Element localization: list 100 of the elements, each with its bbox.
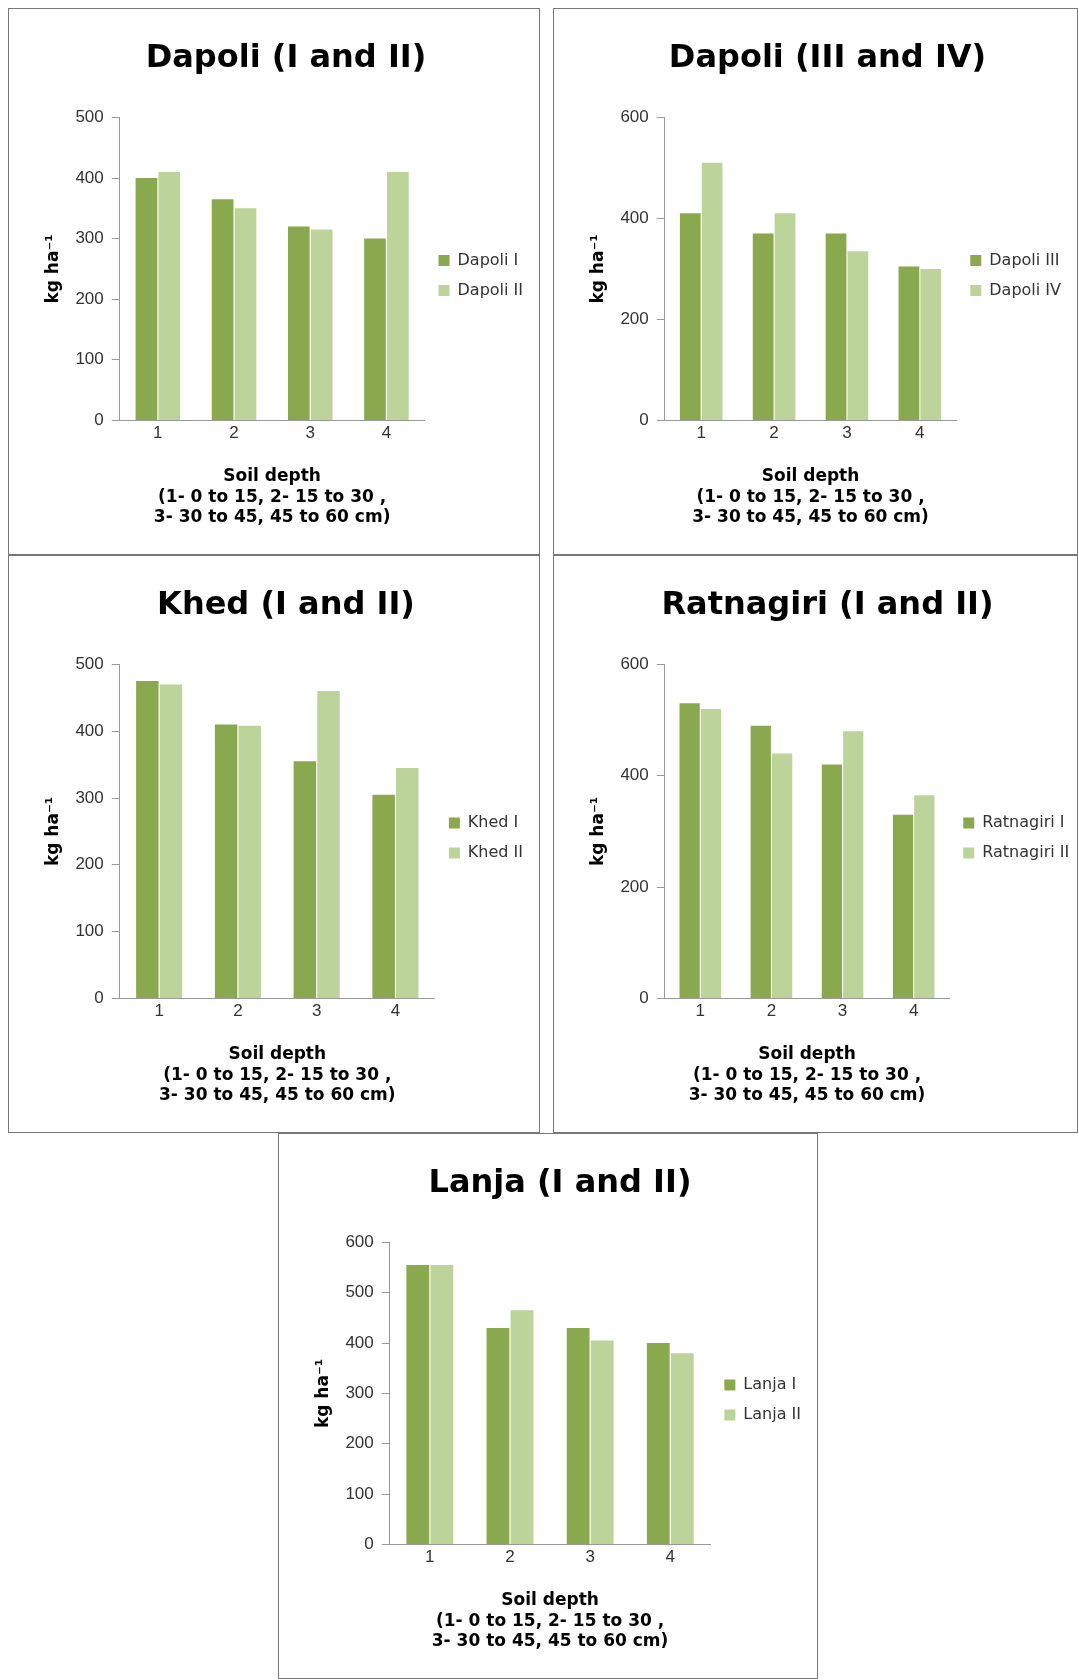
- legend-label: Ratnagiri II: [982, 842, 1070, 862]
- bar: [396, 767, 419, 998]
- bar: [486, 1327, 510, 1544]
- chart-title: Khed (I and II): [157, 583, 415, 622]
- y-tick-label: 100: [345, 1483, 374, 1503]
- x-tick-label: 3: [837, 1001, 848, 1021]
- y-tick-label: 400: [75, 167, 104, 187]
- bar: [701, 162, 723, 420]
- bar: [310, 229, 333, 420]
- bar: [135, 178, 158, 420]
- x-tick-label: 3: [585, 1547, 595, 1567]
- y-tick-label: 200: [620, 876, 649, 896]
- bar: [287, 226, 310, 420]
- bar: [590, 1340, 614, 1544]
- y-tick-label: 0: [94, 988, 104, 1008]
- legend-label: Dapoli III: [989, 249, 1060, 269]
- bar: [679, 703, 700, 998]
- bar: [892, 814, 914, 998]
- bar: [372, 794, 395, 998]
- y-axis-title: kg ha⁻¹: [41, 234, 62, 304]
- x-tick-label: 4: [665, 1547, 676, 1567]
- bar: [752, 233, 774, 420]
- x-tick-label: 4: [390, 1001, 401, 1021]
- x-tick-label: 3: [305, 423, 315, 443]
- legend-label: Khed I: [467, 812, 519, 832]
- bar: [211, 199, 234, 420]
- x-tick-label: 4: [381, 423, 392, 443]
- y-axis-title: kg ha⁻¹: [586, 796, 607, 867]
- y-tick-label: 500: [75, 107, 104, 127]
- bar: [510, 1310, 534, 1544]
- bar: [293, 761, 317, 998]
- x-tick-label: 4: [908, 1001, 919, 1021]
- bar: [750, 725, 771, 998]
- bar: [920, 268, 942, 420]
- legend-label: Dapoli I: [457, 249, 519, 269]
- bar: [234, 208, 257, 420]
- bar: [825, 233, 847, 420]
- x-axis-title: Soil depth (1- 0 to 15, 2- 15 to 30 , 3- 30 to 45, 45 to 60 cm): [688, 1043, 926, 1105]
- bar: [646, 1343, 670, 1544]
- y-tick-label: 600: [620, 107, 649, 127]
- chart-title: Dapoli (I and II): [145, 36, 427, 75]
- y-axis-title: kg ha⁻¹: [41, 796, 62, 867]
- x-axis-title: Soil depth (1- 0 to 15, 2- 15 to 30 , 3- 30 to 45, 45 to 60 cm): [431, 1589, 669, 1651]
- bar: [566, 1327, 590, 1544]
- x-tick-label: 2: [766, 1001, 777, 1021]
- x-tick-label: 1: [695, 1001, 706, 1021]
- y-tick-label: 500: [345, 1282, 374, 1302]
- y-tick-label: 200: [75, 288, 104, 308]
- y-tick-label: 0: [364, 1534, 374, 1554]
- y-tick-label: 400: [75, 720, 104, 740]
- x-tick-label: 4: [915, 423, 925, 443]
- y-tick-label: 0: [94, 410, 104, 430]
- y-tick-label: 200: [345, 1433, 374, 1453]
- legend-label: Khed II: [467, 842, 523, 862]
- bar: [386, 171, 409, 420]
- bar: [771, 753, 793, 998]
- x-tick-label: 2: [229, 423, 239, 443]
- x-axis-title: Soil depth (1- 0 to 15, 2- 15 to 30 , 3- 30 to 45, 45 to 60 cm): [153, 465, 391, 527]
- y-axis-title: kg ha⁻¹: [311, 1358, 332, 1429]
- x-tick-label: 3: [842, 423, 852, 443]
- chart-title: Ratnagiri (I and II): [661, 583, 994, 622]
- x-tick-label: 2: [505, 1547, 515, 1567]
- bar: [847, 251, 869, 420]
- x-axis-title: Soil depth (1- 0 to 15, 2- 15 to 30 , 3- 30 to 45, 45 to 60 cm): [692, 465, 929, 527]
- bar: [774, 213, 796, 420]
- x-tick-label: 3: [311, 1001, 322, 1021]
- x-axis-title: Soil depth (1- 0 to 15, 2- 15 to 30 , 3- 30 to 45, 45 to 60 cm): [159, 1043, 396, 1105]
- y-tick-label: 0: [639, 410, 649, 430]
- bar: [238, 725, 261, 998]
- y-tick-label: 100: [75, 921, 104, 941]
- chart-title: Lanja (I and II): [428, 1161, 692, 1200]
- bar: [700, 708, 722, 998]
- y-tick-label: 200: [620, 309, 649, 329]
- y-tick-label: 300: [75, 228, 104, 248]
- x-tick-label: 2: [233, 1001, 243, 1021]
- y-tick-label: 100: [75, 349, 104, 369]
- y-tick-label: 600: [620, 654, 649, 674]
- y-tick-label: 500: [75, 654, 104, 674]
- y-tick-label: 400: [620, 765, 649, 785]
- y-tick-label: 600: [345, 1232, 374, 1252]
- legend-label: Dapoli IV: [989, 279, 1062, 299]
- y-tick-label: 400: [345, 1332, 374, 1352]
- legend-label: Dapoli II: [457, 279, 523, 299]
- y-axis-title: kg ha⁻¹: [586, 234, 607, 304]
- legend-label: Ratnagiri I: [982, 812, 1065, 832]
- bar: [317, 691, 340, 998]
- bar: [364, 238, 386, 420]
- y-tick-label: 300: [75, 787, 104, 807]
- bar: [670, 1353, 694, 1544]
- bar: [914, 795, 935, 998]
- bar: [159, 684, 183, 998]
- y-tick-label: 200: [75, 854, 104, 874]
- x-tick-label: 2: [769, 423, 779, 443]
- bar: [843, 731, 864, 998]
- bar: [430, 1265, 454, 1544]
- bar: [158, 171, 181, 420]
- x-tick-label: 1: [425, 1547, 435, 1567]
- x-tick-label: 1: [154, 1001, 164, 1021]
- bar: [214, 724, 238, 998]
- y-tick-label: 300: [345, 1383, 374, 1403]
